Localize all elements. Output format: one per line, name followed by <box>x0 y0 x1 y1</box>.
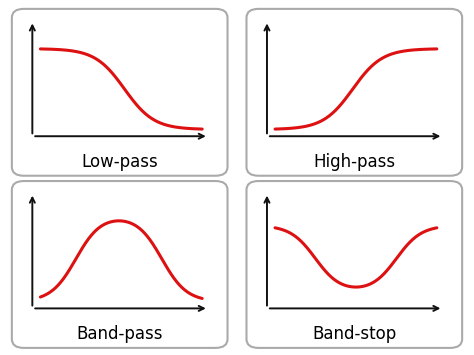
Text: High-pass: High-pass <box>313 153 395 171</box>
Text: Band-stop: Band-stop <box>312 326 396 343</box>
Text: Band-pass: Band-pass <box>76 326 163 343</box>
Text: Low-pass: Low-pass <box>82 153 158 171</box>
